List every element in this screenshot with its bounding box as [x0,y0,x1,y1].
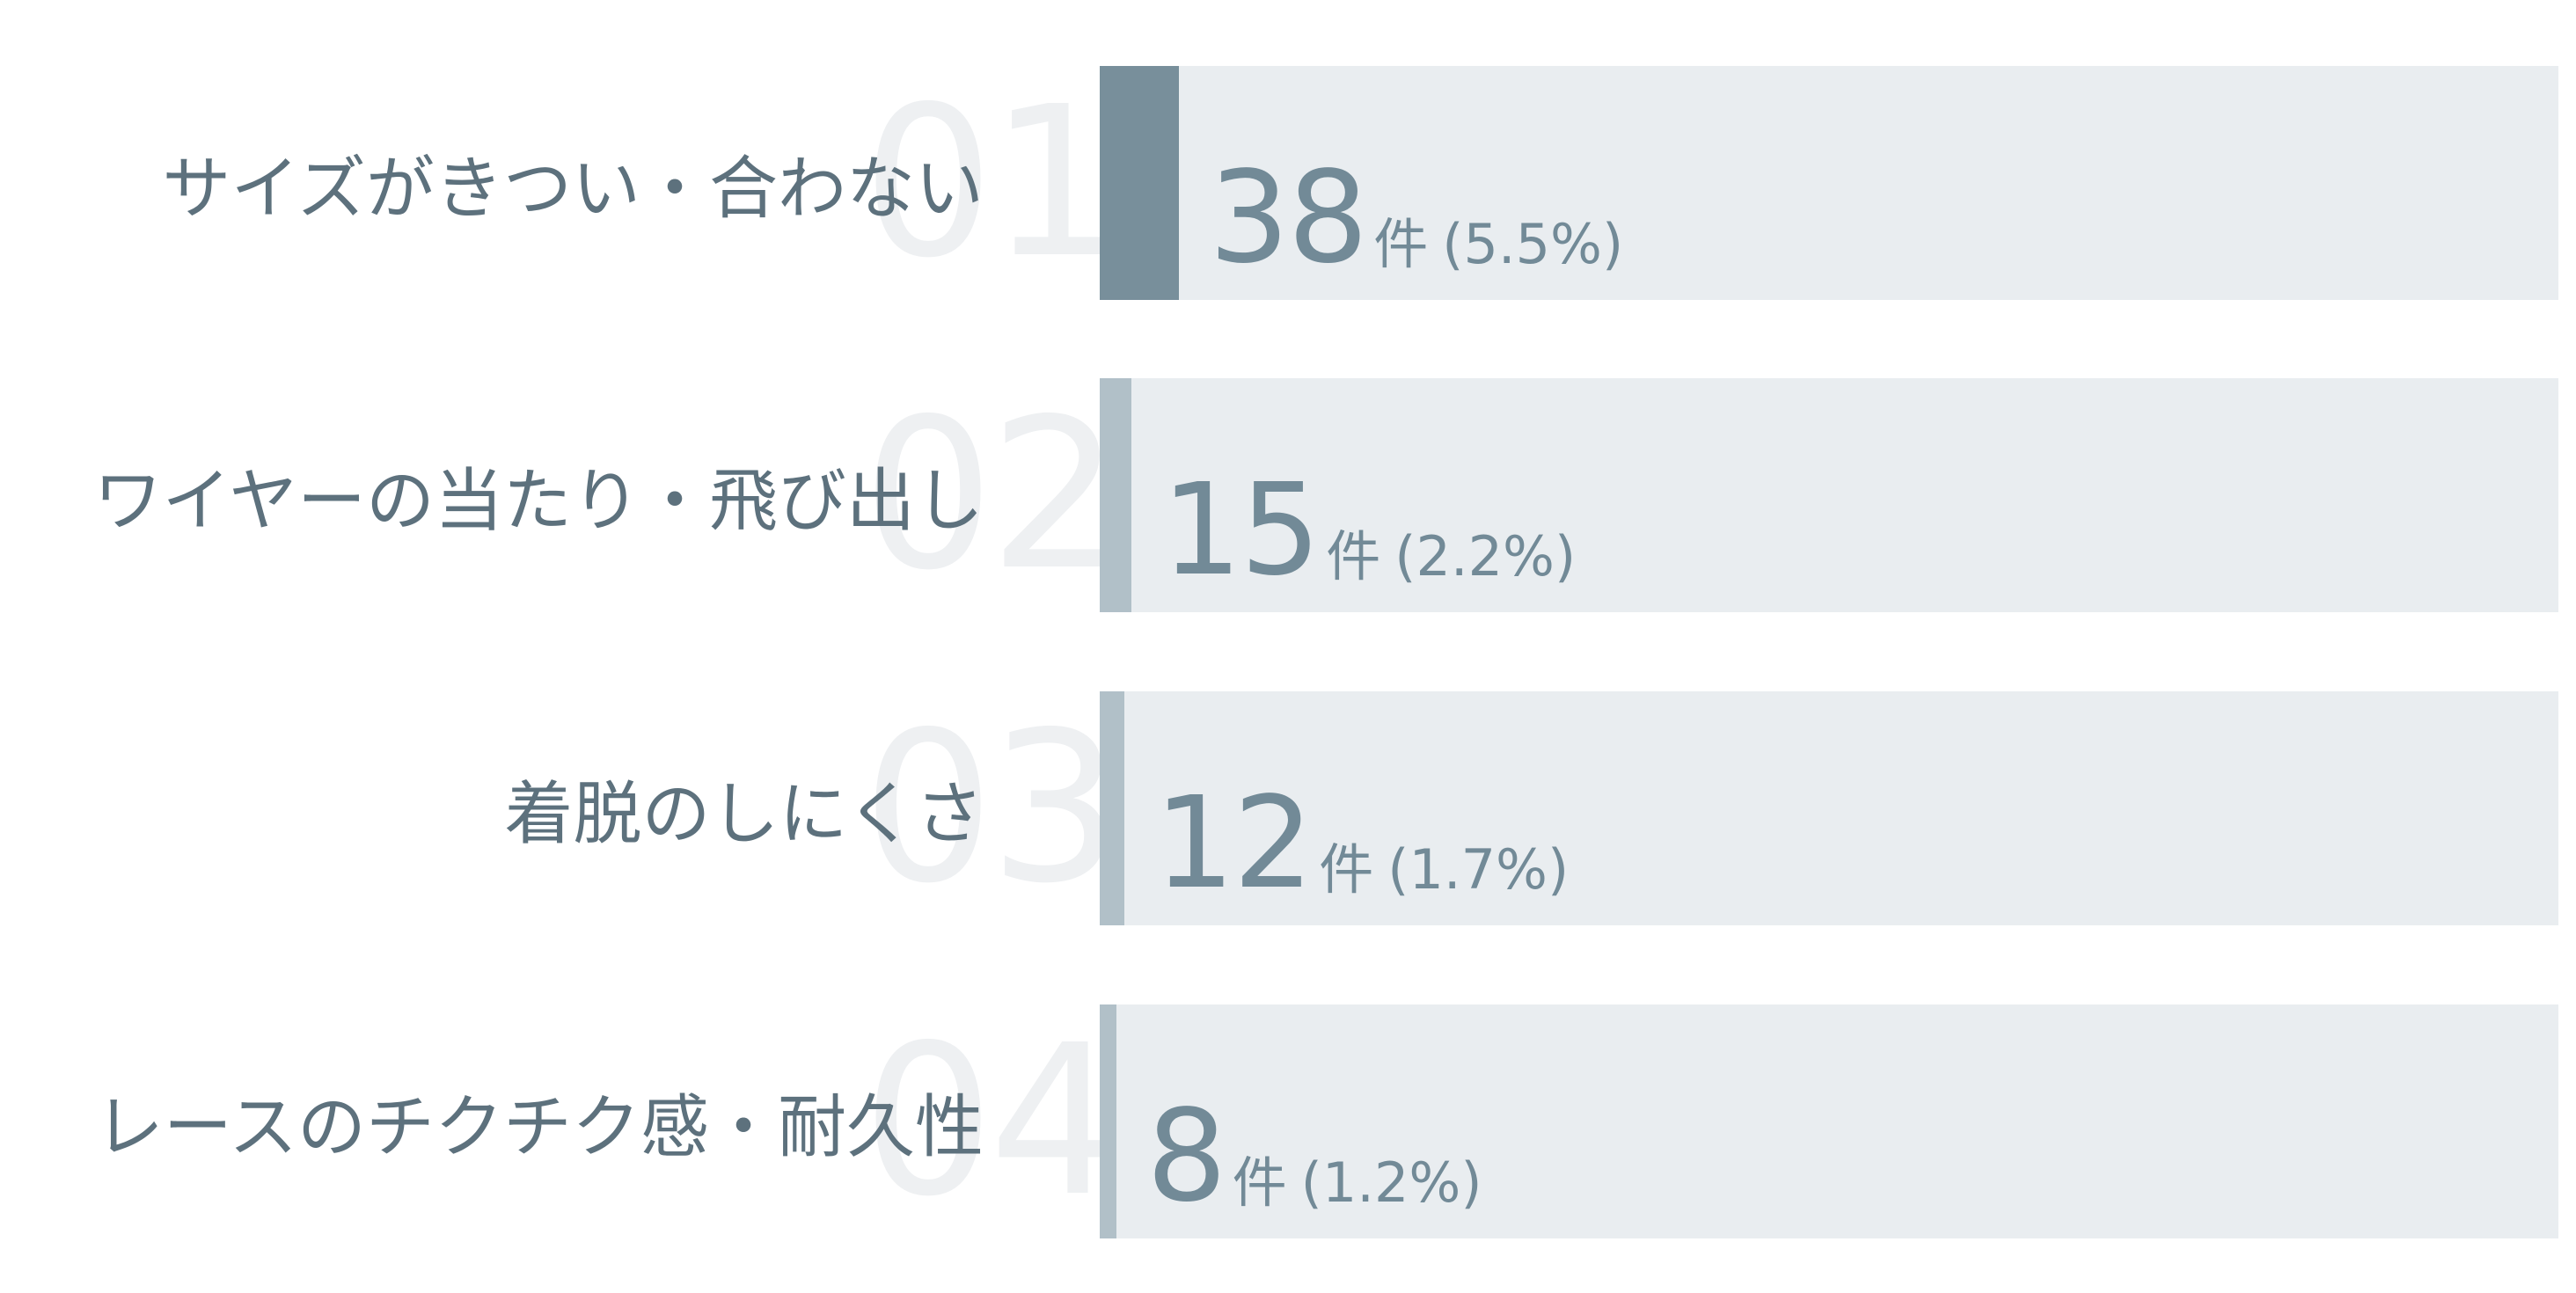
chart-row: 02 ワイヤーの当たり・飛び出し 15 件 (2.2%) [0,378,2576,612]
bar-track: 38 件 (5.5%) [1100,66,2558,300]
value-label: 38 件 (5.5%) [1209,66,1623,300]
value-label: 8 件 (1.2%) [1146,1004,1482,1238]
value-number: 12 [1154,769,1314,917]
percent-label: (1.7%) [1387,837,1570,902]
value-label: 15 件 (2.2%) [1161,378,1576,612]
chart-row: 03 着脱のしにくさ 12 件 (1.7%) [0,691,2576,925]
bar [1100,691,1124,925]
bar-track: 15 件 (2.2%) [1100,378,2558,612]
rank-number: 03 [862,687,1121,929]
percent-label: (2.2%) [1394,524,1577,588]
value-label: 12 件 (1.7%) [1154,691,1569,925]
bar-track: 12 件 (1.7%) [1100,691,2558,925]
value-unit: 件 [1232,1151,1287,1215]
rank-number: 02 [862,374,1121,616]
value-unit: 件 [1373,212,1429,276]
bar [1100,1004,1116,1238]
category-label: サイズがきつい・合わない [162,150,984,229]
bar [1100,66,1179,300]
rank-number: 04 [862,1000,1121,1242]
category-label: 着脱のしにくさ [504,775,984,854]
chart-row: 04 レースのチクチク感・耐久性 8 件 (1.2%) [0,1004,2576,1238]
category-label: レースのチクチク感・耐久性 [94,1088,984,1167]
value-number: 15 [1161,456,1321,603]
percent-label: (5.5%) [1442,212,1624,276]
rank-number: 01 [862,62,1121,303]
chart-row: 01 サイズがきつい・合わない 38 件 (5.5%) [0,66,2576,300]
value-unit: 件 [1326,524,1381,588]
value-number: 8 [1146,1082,1227,1230]
value-unit: 件 [1319,837,1374,902]
bar-track: 8 件 (1.2%) [1100,1004,2558,1238]
bar [1100,378,1131,612]
category-label: ワイヤーの当たり・飛び出し [93,462,984,541]
value-number: 38 [1209,143,1368,291]
percent-label: (1.2%) [1300,1151,1482,1215]
